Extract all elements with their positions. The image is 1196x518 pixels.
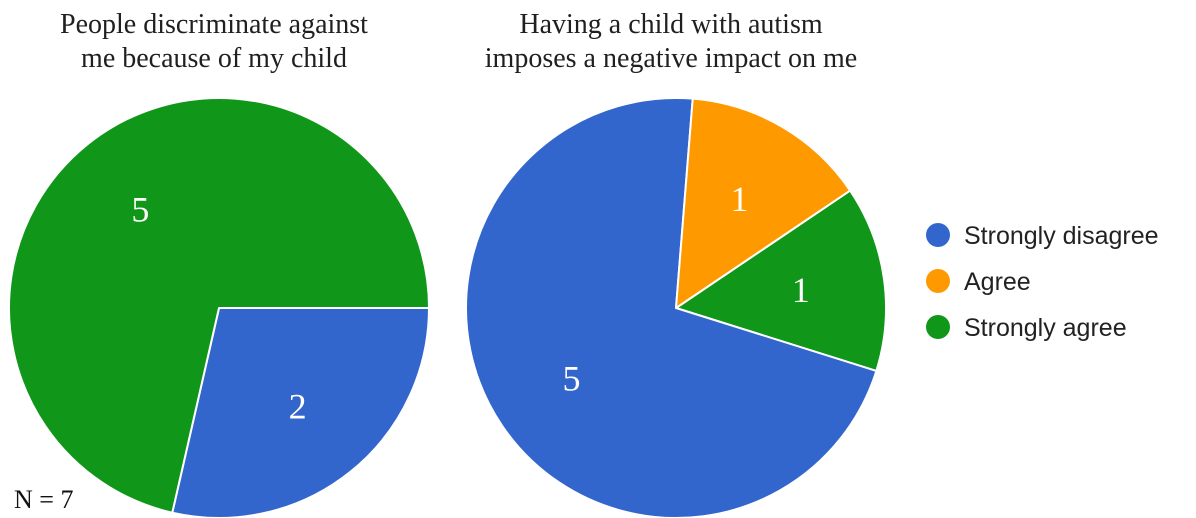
legend-swatch-strongly-disagree [926, 223, 950, 247]
legend-swatch-agree [926, 269, 950, 293]
pie-2-slice-value-strongly-disagree: 5 [563, 359, 581, 399]
pie-2-slice-agree [675, 97, 852, 309]
pie-chart-negative-impact: Having a child with autism imposes a neg… [465, 9, 887, 518]
legend-label-agree: Agree [964, 268, 1031, 296]
pie-1-slice-value-strongly-agree: 5 [131, 190, 149, 230]
legend-label-strongly-agree: Strongly agree [964, 314, 1127, 342]
legend: Strongly disagree Agree Strongly agree [926, 222, 1159, 342]
legend-label-strongly-disagree: Strongly disagree [964, 222, 1159, 250]
sample-size-note: N = 7 [14, 485, 73, 514]
pie-2-slice-value-strongly-agree: 1 [792, 270, 810, 310]
pie-chart-discrimination: People discriminate against me because o… [8, 9, 430, 518]
pie-1-slice-strongly-agree [8, 97, 430, 514]
legend-swatch-strongly-agree [926, 315, 950, 339]
pie-1-slice-value-strongly-disagree: 2 [289, 387, 307, 427]
pie-1-title-line-2: me because of my child [81, 43, 347, 74]
pie-2-slice-value-agree: 1 [731, 179, 749, 219]
pie-2-title-line-2: imposes a negative impact on me [485, 43, 857, 74]
pie-2-slice-strongly-disagree [465, 97, 878, 518]
pie-1-title-line-1: People discriminate against [60, 9, 368, 40]
pie-2-slice-strongly-agree [675, 189, 887, 372]
pie-2-title-line-1: Having a child with autism [519, 9, 823, 40]
